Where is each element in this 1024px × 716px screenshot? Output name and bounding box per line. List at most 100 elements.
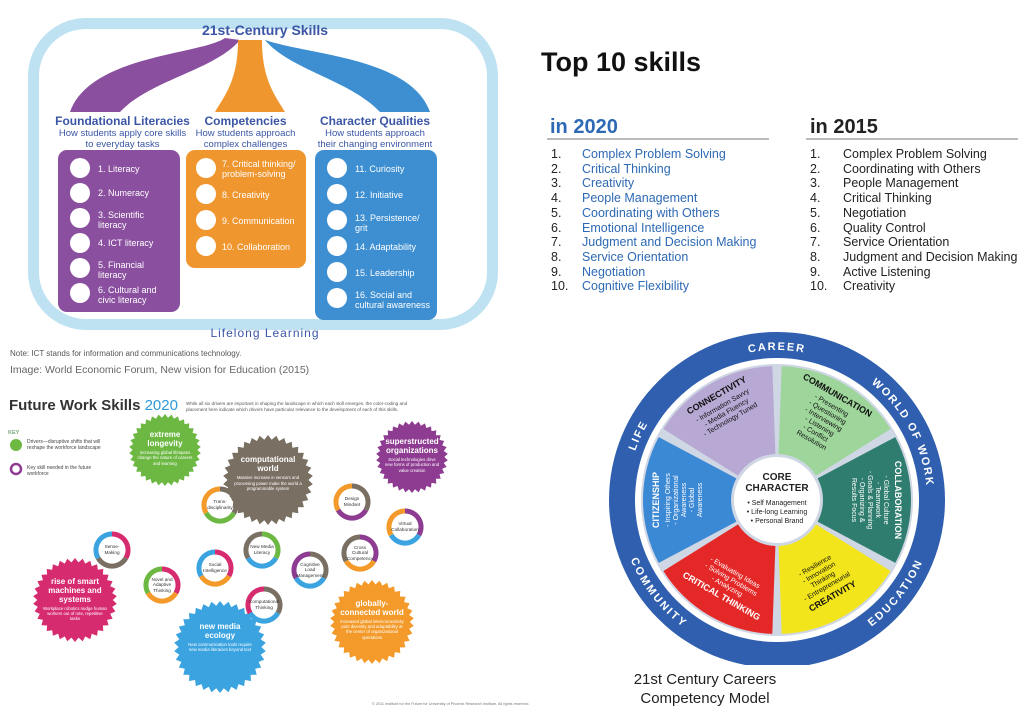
skill-2015-rank: 10.	[810, 279, 828, 294]
skill-2015-skill: Creativity	[843, 279, 896, 294]
segment-label-group: CITIZENSHIP - Inspiring Others - Organizat…	[651, 472, 704, 528]
skill-ring-arc	[203, 511, 237, 524]
key-driver-swatch	[10, 439, 22, 451]
segment-name: COLLABORATION	[893, 461, 903, 539]
segment-item: - Global	[689, 487, 696, 512]
foundational-box: 1. Literacy 2. Numeracy 3. Scientific li…	[58, 150, 180, 312]
driver-burst	[129, 414, 201, 486]
skill-label: Social Intelligence	[203, 562, 227, 573]
skill-2015-rank: 5.	[810, 205, 821, 220]
literacy-icon	[70, 158, 90, 178]
orange-branch	[215, 40, 285, 112]
skill-2020-rank: 3.	[551, 176, 562, 191]
skill-ring-arc	[95, 556, 129, 569]
skill-ring-arc	[196, 549, 216, 578]
segment-item: Results Focus	[850, 478, 857, 523]
divider-2020	[547, 138, 769, 140]
skill-label: Novel and Adaptive Thinking	[151, 576, 173, 593]
skill-ring-arc	[404, 508, 424, 537]
skill-2020-skill: Emotional Intelligence	[582, 220, 705, 235]
skill-item: 14. Adaptability	[355, 242, 417, 252]
skill-2015-skill: Complex Problem Solving	[843, 147, 987, 161]
driver-label: new media ecology New communication tools…	[184, 622, 255, 653]
skill-item: 13. Persistence/ grit	[355, 213, 420, 233]
skill-2020-rank: 1.	[551, 147, 562, 161]
skill-ring-arc	[243, 531, 263, 560]
segment-collaboration	[817, 437, 911, 563]
purple-branch	[70, 38, 240, 112]
segment-item: - Organizational	[673, 475, 680, 525]
skill-2020-rank: 5.	[551, 205, 562, 220]
skill-ring-center	[202, 555, 228, 581]
skill-item: 8. Creativity	[222, 190, 270, 200]
skill-ring-arc	[245, 556, 279, 569]
character-header: Character Qualities How students approac…	[315, 114, 435, 150]
segment-citizenship	[643, 437, 737, 563]
core-item: • Personal Brand	[751, 518, 804, 525]
driver-desc: Increasing global lifespans change the n…	[137, 450, 193, 466]
skill-ring-arc	[145, 591, 179, 604]
target-icon	[327, 210, 347, 230]
skill-2015-skill: Quality Control	[843, 220, 926, 235]
segment-connectivity	[663, 366, 776, 476]
skill-ring-arc	[214, 549, 234, 578]
lightbulb-icon	[196, 184, 216, 204]
skill-ring-arc	[333, 483, 353, 512]
fws-title: Future Work Skills 2020	[9, 397, 178, 414]
skill-2020-skill: Complex Problem Solving	[582, 147, 726, 161]
skill-item: 9. Communication	[222, 216, 295, 226]
column-subheading: How students approach their changing env…	[317, 128, 433, 150]
skill-2020-rank: 4.	[551, 191, 562, 206]
segment-item: - Organizing &	[858, 478, 865, 523]
skill-2015-rank: 1.	[810, 147, 821, 161]
skill-item: 5. Financial literacy	[98, 260, 145, 280]
ring-word: CAREER	[747, 341, 807, 356]
skill-2020-skill: Service Orientation	[582, 249, 689, 264]
skill-item: 12. Initiative	[355, 190, 404, 200]
driver-desc: Workplace robotics nudge human workers o…	[43, 605, 107, 622]
branch-connectors	[70, 38, 430, 112]
skill-ring-arc	[263, 586, 283, 615]
driver-name: extreme longevity	[147, 430, 183, 449]
skill-item: 3. Scientific literacy	[98, 210, 145, 230]
skill-2020-rank: 9.	[551, 264, 562, 279]
skill-item: 6. Cultural and civic literacy	[98, 285, 157, 305]
ring-word-text: CAREER	[747, 341, 805, 356]
skill-ring-arc	[309, 551, 329, 580]
skill-item: 7. Critical thinking/ problem-solving	[222, 159, 296, 179]
fws-diagram	[33, 414, 448, 693]
speech-bubble-icon	[196, 210, 216, 230]
wef-title: 21st-Century Skills	[201, 22, 329, 38]
divider-2015	[806, 138, 1018, 140]
driver-label: computational world Massive increase in s…	[233, 455, 303, 491]
skill-2020-skill: Coordinating with Others	[582, 205, 720, 220]
skill-ring-arc	[198, 574, 232, 587]
skill-label: Sense-Making	[104, 544, 120, 555]
skill-item: 16. Social and cultural awareness	[355, 290, 431, 310]
skill-ring-arc	[201, 486, 221, 515]
column-heading: Competencies	[204, 114, 287, 128]
heading-2015: in 2015	[810, 116, 878, 138]
skill-2020-rank: 2.	[551, 161, 562, 176]
flask-icon	[70, 208, 90, 228]
core-circle	[732, 455, 822, 545]
ccm-caption-line1: 21st Century Careers	[633, 671, 777, 688]
ccm-caption-line2: Competency Model	[640, 690, 770, 707]
skill-2020-skill: Negotiation	[582, 264, 646, 279]
driver-burst	[174, 601, 266, 693]
driver-label: superstructed organizations Social techno…	[384, 437, 440, 473]
segment-name: CITIZENSHIP	[651, 472, 661, 528]
column-heading: Foundational Literacies	[55, 114, 190, 128]
segment-item: - Goals & Planning	[866, 471, 873, 529]
skill-2015-rank: 2.	[810, 161, 821, 176]
skill-2020-skill: Critical Thinking	[582, 161, 671, 176]
foundational-header: Foundational Literacies How students app…	[55, 114, 190, 150]
skill-ring-arc	[247, 611, 281, 624]
driver-name: rise of smart machines and systems	[48, 576, 102, 604]
skill-label: Design Mindset	[343, 496, 361, 507]
driver-desc: Massive increase in sensors and processi…	[234, 475, 302, 491]
skill-ring-arc	[351, 483, 371, 512]
key-swatches	[9, 439, 23, 476]
competencies-box: 7. Critical thinking/ problem-solving 8.…	[186, 150, 306, 268]
